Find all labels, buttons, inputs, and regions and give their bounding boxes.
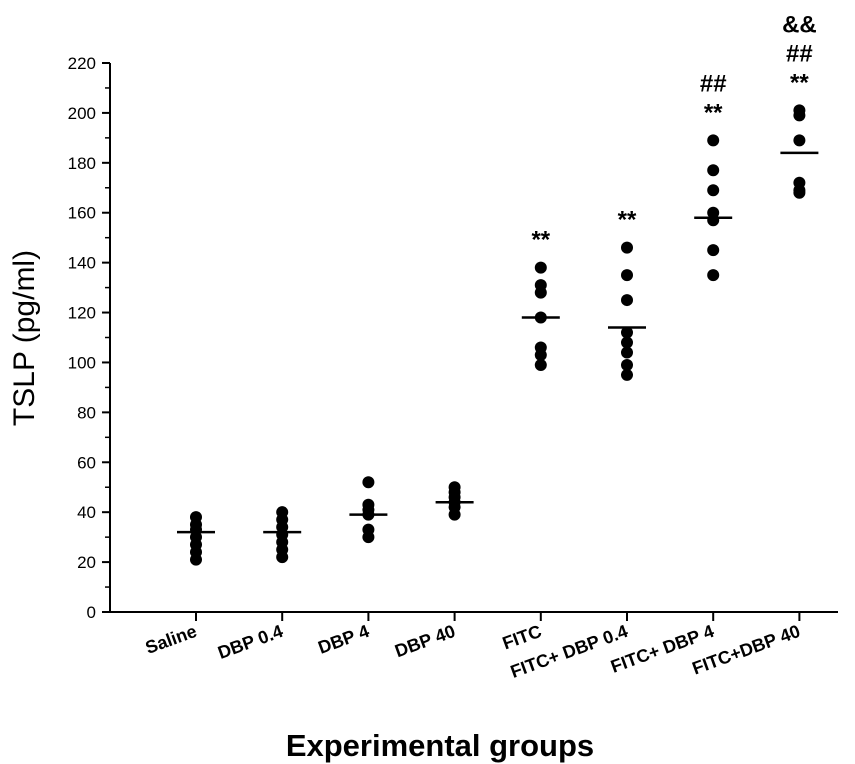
data-point	[190, 553, 202, 566]
data-point	[707, 214, 720, 227]
data-marks: ******## **##&&	[177, 11, 819, 566]
data-point	[621, 358, 633, 371]
data-point	[707, 134, 720, 147]
data-point	[621, 346, 633, 359]
significance-marker: **	[618, 207, 637, 234]
group-7: **##&&	[780, 11, 819, 199]
data-point	[707, 164, 720, 177]
data-point	[621, 241, 633, 254]
data-point	[793, 109, 806, 122]
data-point	[534, 348, 547, 361]
group-4: **	[521, 227, 560, 371]
data-point	[534, 261, 547, 274]
data-point	[621, 336, 633, 349]
x-category-label: DBP 4	[315, 621, 371, 658]
data-point	[621, 326, 633, 339]
x-category-label: FITC	[500, 621, 544, 653]
y-tick-label: 20	[77, 553, 96, 572]
data-point	[621, 368, 633, 381]
y-tick-label: 40	[77, 503, 96, 522]
group-1	[263, 506, 302, 564]
significance-marker: **	[531, 227, 550, 254]
group-3	[435, 481, 474, 521]
y-tick-label: 220	[68, 54, 96, 73]
data-point	[793, 134, 806, 147]
group-6: **##	[694, 70, 733, 282]
data-point	[362, 531, 375, 544]
x-axis-title: Experimental groups	[286, 728, 594, 763]
y-tick-label: 100	[68, 353, 96, 372]
data-point	[362, 476, 375, 489]
data-point	[276, 551, 289, 564]
y-axis: 0 20 40 60 80 100 120 140 160 180 200 220	[68, 54, 111, 622]
y-tick-label: 140	[68, 254, 96, 273]
y-tick-label: 200	[68, 104, 96, 123]
group-5: **	[608, 207, 646, 381]
data-point	[707, 244, 720, 257]
y-axis-title: TSLP (pg/ml)	[8, 250, 41, 426]
data-point	[621, 294, 633, 307]
data-point	[621, 269, 633, 282]
significance-marker: ##	[786, 40, 813, 67]
data-point	[707, 269, 720, 282]
significance-marker: **	[790, 69, 809, 96]
x-category-label: DBP 0.4	[215, 621, 285, 663]
y-tick-label: 60	[77, 453, 96, 472]
significance-marker: ##	[700, 70, 727, 97]
significance-marker: &&	[782, 11, 817, 38]
significance-marker: **	[704, 99, 723, 126]
data-point	[534, 358, 547, 371]
y-tick-label: 0	[87, 603, 96, 622]
y-tick-label: 80	[77, 403, 96, 422]
x-category-label: Saline	[143, 621, 200, 658]
y-tick-label: 160	[68, 204, 96, 223]
data-point	[707, 184, 720, 197]
group-0	[177, 511, 215, 566]
y-tick-label: 120	[68, 304, 96, 323]
data-point	[534, 286, 547, 299]
x-category-label: DBP 40	[392, 621, 458, 661]
data-point	[448, 508, 461, 521]
group-2	[349, 476, 388, 544]
y-tick-label: 180	[68, 154, 96, 173]
data-point	[793, 186, 806, 199]
